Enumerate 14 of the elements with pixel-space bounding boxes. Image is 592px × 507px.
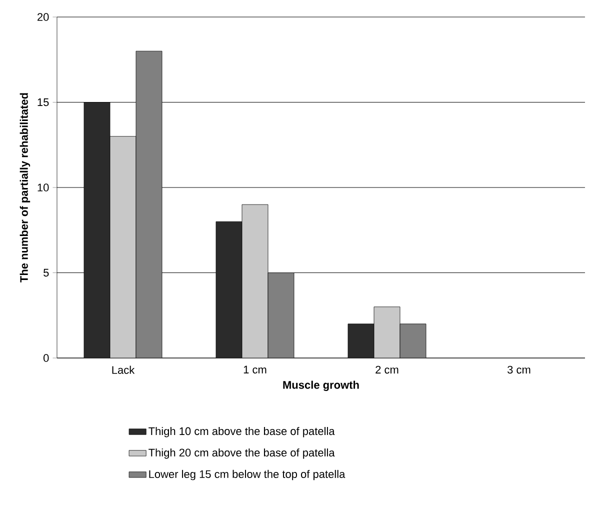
x-tick-label: 2 cm (376, 366, 398, 374)
x-axis-title: Muscle growth (283, 380, 359, 392)
y-tick-label: 20 (38, 13, 49, 21)
y-tick-label: 0 (44, 354, 49, 362)
legend-label: Thigh 20 cm above the base of patella (148, 448, 335, 459)
x-tick-label: 1 cm (244, 366, 266, 374)
y-tick-label: 15 (38, 98, 49, 106)
x-tick-label: Lack (112, 366, 135, 374)
legend-label: Lower leg 15 cm below the top of patella (149, 470, 346, 480)
y-tick-label: 10 (38, 184, 49, 192)
legend-label: Thigh 10 cm above the base of patella (148, 426, 335, 438)
x-tick-label: 3 cm (508, 366, 530, 374)
y-axis-title: The number of partially rehabilitated (20, 93, 30, 282)
y-tick-label: 5 (44, 268, 49, 277)
